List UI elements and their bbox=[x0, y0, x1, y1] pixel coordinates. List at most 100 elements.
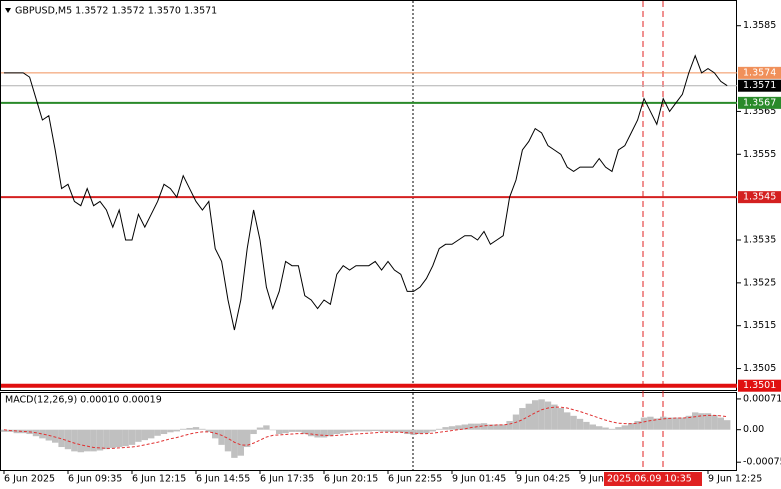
macd-bar bbox=[263, 425, 270, 430]
macd-bar bbox=[224, 429, 232, 452]
macd-bar bbox=[77, 429, 84, 453]
macd-bar bbox=[116, 429, 123, 448]
level-label-bg bbox=[738, 96, 781, 109]
plot-layer bbox=[0, 54, 737, 458]
macd-bar bbox=[698, 413, 705, 430]
macd-bar bbox=[596, 426, 603, 430]
price-line bbox=[4, 54, 728, 331]
macd-bar bbox=[653, 418, 660, 430]
crosshair-label-bg bbox=[604, 472, 702, 486]
macd-bar bbox=[647, 416, 654, 430]
macd-bar bbox=[148, 429, 155, 439]
level-label: 1.3574 bbox=[743, 67, 776, 78]
macd-bar bbox=[468, 423, 475, 430]
macd-bar bbox=[602, 427, 609, 430]
y-tick-label: 1.3555 bbox=[743, 149, 776, 160]
price-panel-frame bbox=[0, 0, 737, 391]
macd-bar bbox=[90, 429, 97, 452]
macd-bar bbox=[384, 429, 392, 432]
macd-bar bbox=[717, 417, 724, 430]
macd-bar bbox=[20, 429, 27, 434]
macd-bar bbox=[340, 429, 347, 434]
macd-bar bbox=[532, 400, 539, 430]
macd-bar bbox=[704, 413, 712, 430]
macd-bar bbox=[205, 429, 212, 432]
x-tick-label: 6 Jun 09:35 bbox=[68, 474, 122, 485]
macd-bar bbox=[615, 427, 622, 430]
macd-bar bbox=[480, 423, 488, 430]
level-label-bg bbox=[738, 379, 781, 392]
macd-bar bbox=[576, 418, 584, 430]
x-tick-label: 9 Jun bbox=[580, 474, 604, 485]
macd-bar bbox=[64, 429, 72, 450]
macd-bar bbox=[352, 429, 360, 432]
macd-bar bbox=[231, 429, 238, 458]
macd-bar bbox=[256, 427, 264, 430]
macd-title: MACD(12,26,9) 0.00010 0.00019 bbox=[5, 395, 162, 406]
macd-bar bbox=[410, 429, 417, 435]
macd-bar bbox=[640, 417, 648, 430]
x-tick-label: 6 Jun 20:15 bbox=[324, 474, 378, 485]
x-tick-label: 9 Jun 04:25 bbox=[516, 474, 570, 485]
level-label-bg bbox=[738, 66, 781, 79]
y-tick-label: 1.3565 bbox=[743, 106, 776, 117]
macd-bar bbox=[128, 429, 136, 445]
macd-bar bbox=[141, 429, 148, 441]
macd-bar bbox=[672, 417, 680, 430]
macd-bar bbox=[666, 417, 673, 430]
macd-bar bbox=[692, 412, 699, 430]
x-tick-label: 6 Jun 22:55 bbox=[388, 474, 442, 485]
macd-bar bbox=[589, 424, 596, 430]
macd-bar bbox=[378, 429, 385, 432]
x-tick-label: 9 Jun 01:45 bbox=[452, 474, 506, 485]
macd-bar bbox=[308, 429, 315, 437]
macd-bar bbox=[442, 427, 449, 430]
macd-bar bbox=[52, 429, 59, 443]
macd-bar bbox=[551, 404, 558, 430]
macd-bar bbox=[71, 429, 78, 452]
macd-bar bbox=[167, 429, 174, 433]
level-label: 1.3545 bbox=[743, 192, 776, 203]
macd-bar bbox=[154, 429, 161, 436]
macd-bar bbox=[314, 429, 321, 438]
macd-bar bbox=[295, 429, 302, 432]
macd-bar bbox=[519, 408, 526, 430]
macd-bar bbox=[212, 429, 219, 439]
macd-bar bbox=[103, 429, 110, 450]
macd-bar bbox=[320, 429, 328, 438]
macd-bar bbox=[564, 412, 571, 430]
macd-bar bbox=[84, 429, 91, 452]
level-label-bg bbox=[738, 191, 781, 204]
macd-bar bbox=[301, 429, 308, 435]
macd-bar bbox=[96, 429, 104, 451]
y-tick-label: 1.3515 bbox=[743, 320, 776, 331]
macd-bar bbox=[333, 429, 340, 435]
macd-bar bbox=[269, 429, 276, 431]
macd-bar bbox=[404, 429, 411, 435]
x-tick-label: 9 Jun 12:25 bbox=[708, 474, 762, 485]
macd-bar bbox=[679, 417, 686, 430]
macd-bar bbox=[500, 424, 507, 430]
macd-bar bbox=[218, 429, 225, 445]
macd-bar bbox=[359, 429, 366, 432]
macd-bar bbox=[199, 428, 206, 430]
macd-bar bbox=[538, 399, 545, 430]
macd-bar bbox=[0, 429, 8, 432]
macd-bar bbox=[557, 408, 564, 430]
macd-bar bbox=[135, 429, 142, 442]
level-label: 1.3567 bbox=[743, 97, 776, 108]
macd-bar bbox=[544, 401, 552, 430]
y-tick-label: 1.3535 bbox=[743, 235, 776, 246]
macd-bar bbox=[474, 423, 481, 430]
macd-bar bbox=[711, 414, 718, 430]
y-tick-label: 1.3525 bbox=[743, 277, 776, 288]
macd-panel-frame bbox=[0, 392, 737, 471]
macd-bar bbox=[288, 429, 296, 432]
x-tick-label: 6 Jun 17:35 bbox=[260, 474, 314, 485]
macd-bar bbox=[39, 429, 46, 439]
macd-bar bbox=[186, 427, 193, 430]
level-label: 1.3501 bbox=[743, 380, 776, 391]
macd-bar bbox=[327, 429, 334, 437]
